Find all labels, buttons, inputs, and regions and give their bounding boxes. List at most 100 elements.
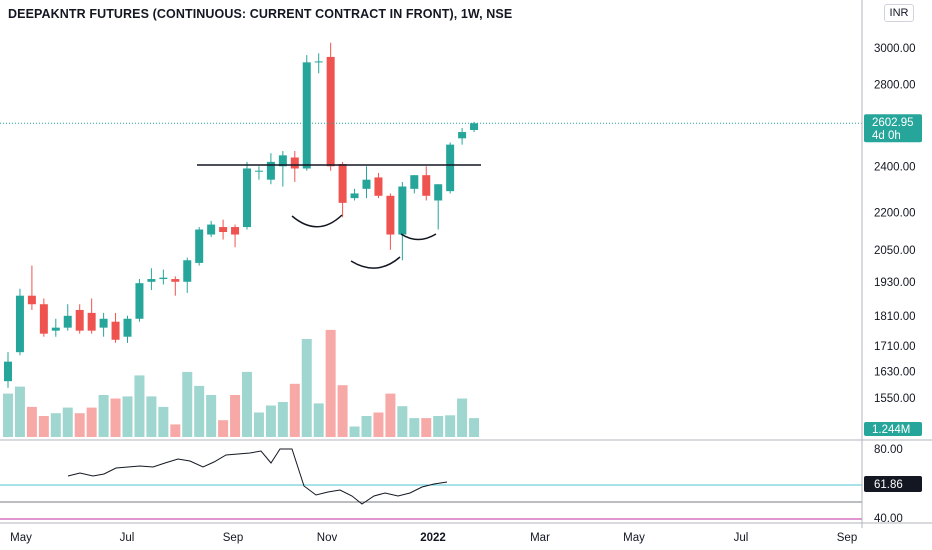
candle-body	[4, 361, 12, 382]
volume-bar	[301, 339, 312, 437]
volume-bar	[421, 418, 432, 437]
candle-body	[63, 315, 72, 328]
candle-body	[410, 175, 419, 189]
volume-bar	[385, 393, 396, 437]
chart-title: DEEPAKNTR FUTURES (CONTINUOUS: CURRENT C…	[8, 7, 513, 21]
volume-bar	[206, 395, 217, 437]
volume-bar	[194, 385, 205, 437]
volume-bar	[3, 393, 13, 437]
volume-bar	[86, 407, 97, 437]
volume-bar	[457, 398, 468, 437]
volume-bar	[265, 405, 276, 437]
volume-bar	[445, 415, 456, 437]
head-arc	[350, 256, 401, 269]
candle-body	[147, 279, 156, 282]
volume-bars	[3, 329, 480, 437]
volume-bar	[253, 412, 264, 437]
volume-bar	[14, 386, 25, 437]
volume-bar	[361, 416, 372, 437]
volume-bar	[98, 395, 109, 437]
candle-body	[374, 177, 383, 196]
candle-body	[27, 295, 36, 305]
price-tick-label: 2400.00	[874, 161, 916, 173]
volume-bar	[289, 383, 300, 437]
candle-body	[326, 56, 335, 167]
volume-bar	[313, 403, 324, 437]
time-tick-label: Nov	[317, 532, 338, 544]
candle-body	[338, 164, 347, 203]
candle-body	[302, 62, 311, 169]
candle-body	[398, 186, 407, 235]
price-tick-label: 2200.00	[874, 207, 916, 219]
candle-body	[231, 227, 240, 235]
time-tick-label: 2022	[420, 532, 446, 544]
candle-body	[290, 157, 299, 169]
candles	[4, 42, 479, 388]
candle-body	[39, 304, 48, 334]
volume-bar	[349, 426, 360, 437]
volume-badge	[864, 422, 922, 436]
candle-body	[159, 277, 168, 280]
left-shoulder-arc	[291, 214, 343, 228]
price-tick-label: 1930.00	[874, 277, 916, 289]
rsi-tick-label: 80.00	[874, 444, 903, 456]
rsi-line	[67, 448, 448, 505]
volume-bar	[110, 398, 121, 437]
volume-bar	[409, 418, 420, 437]
candle-body	[266, 161, 275, 180]
currency-badge[interactable]: INR	[884, 4, 914, 22]
right-shoulder-arc	[400, 233, 437, 241]
candle-body	[51, 327, 60, 331]
last-price-value: 2602.95	[872, 117, 914, 129]
volume-bar	[182, 371, 193, 437]
candle-body	[195, 229, 204, 263]
volume-bar	[337, 385, 348, 437]
volume-bar	[158, 406, 169, 437]
price-tick-label: 3000.00	[874, 43, 916, 55]
price-tick-label: 1630.00	[874, 366, 916, 378]
price-tick-label: 2050.00	[874, 245, 916, 257]
candle-body	[123, 318, 132, 337]
time-tick-label: Sep	[223, 532, 243, 544]
volume-bar	[373, 412, 384, 437]
volume-bar	[230, 395, 241, 437]
candle-body	[171, 279, 180, 282]
candle-body	[422, 175, 431, 196]
last-price-countdown: 4d 0h	[872, 130, 901, 142]
rsi-value: 61.86	[874, 479, 903, 491]
candle-body	[135, 283, 144, 319]
volume-bar	[397, 406, 408, 437]
volume-bar	[170, 424, 181, 437]
time-tick-label: May	[623, 532, 645, 544]
volume-bar	[50, 413, 61, 437]
candle-body	[254, 170, 263, 172]
candle-body	[207, 224, 216, 235]
volume-bar	[122, 396, 133, 437]
time-tick-label: May	[10, 532, 32, 544]
price-tick-label: 2800.00	[874, 80, 916, 92]
volume-value: 1.244M	[872, 424, 910, 436]
candle-body	[362, 179, 371, 189]
candle-body	[446, 144, 455, 192]
time-tick-label: Jul	[734, 532, 749, 544]
rsi-tick-label: 40.00	[874, 513, 903, 525]
candle-body	[350, 193, 359, 199]
candle-body	[87, 312, 96, 331]
volume-bar	[277, 402, 288, 437]
candle-body	[434, 184, 443, 201]
volume-bar	[74, 413, 85, 437]
time-tick-label: Sep	[837, 532, 857, 544]
candle-body	[470, 123, 479, 130]
volume-bar	[134, 375, 145, 437]
price-tick-label: 1810.00	[874, 311, 916, 323]
candle-body	[111, 321, 120, 340]
rsi-pane	[0, 448, 862, 520]
candle-body	[99, 318, 108, 328]
volume-bar	[62, 407, 73, 437]
price-tick-label: 1550.00	[874, 393, 916, 405]
time-tick-label: Mar	[530, 532, 550, 544]
volume-bar	[325, 329, 336, 437]
